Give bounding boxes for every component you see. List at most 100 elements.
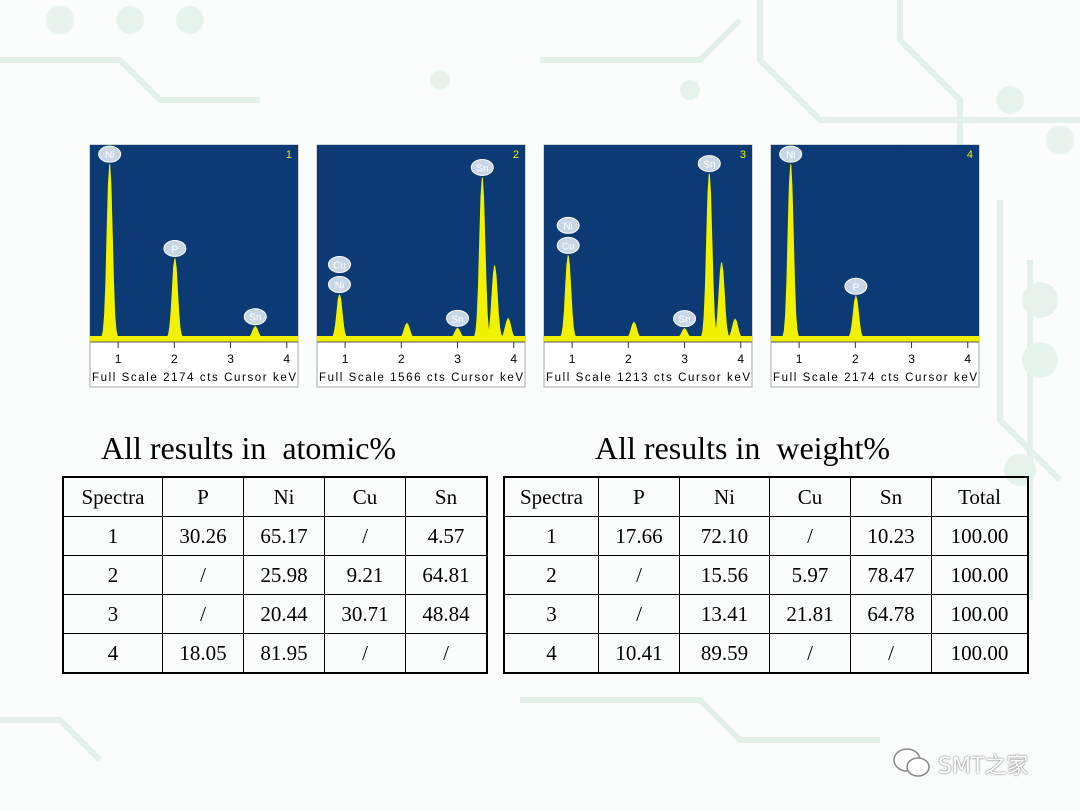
baseline — [90, 336, 298, 342]
table-cell: 4.57 — [405, 516, 488, 556]
table-row: 3/13.41 21.81 64.78 100.00 — [503, 594, 1029, 634]
table-cell: 1 — [503, 516, 599, 556]
weight-table: Spectra P Ni Cu Sn Total 1 17.66 72.10/10.23 100.… — [503, 476, 1029, 674]
table-cell: 18.05 — [162, 633, 244, 674]
x-tick-label: 1 — [342, 352, 349, 366]
table-cell: 21.81 — [769, 594, 851, 634]
x-tick-label: 3 — [908, 352, 915, 366]
spectra: Ni P Sn 1 1 2 3 4 Full Scale 2174 cts Cursor keV… — [89, 144, 980, 388]
table-cell: 10.23 — [850, 516, 932, 556]
header-cell: Spectra — [62, 476, 163, 517]
peak-label-badge — [697, 155, 721, 173]
peak-label-badge — [556, 236, 580, 254]
peak — [498, 317, 519, 339]
spectrum-number: 3 — [740, 149, 746, 161]
table-title: All results in weight% — [595, 430, 891, 466]
header-cell: Sn — [405, 476, 488, 517]
peak — [164, 258, 186, 339]
table-row: 1 30.26 65.17/4.57 — [62, 516, 488, 556]
table-row: 3/20.44 30.71 48.84 — [62, 594, 488, 634]
x-tick-label: 4 — [737, 352, 744, 366]
x-tick-label: 1 — [115, 352, 122, 366]
peak — [674, 328, 695, 339]
table-cell: 78.47 — [850, 555, 932, 595]
spectrum-number: 2 — [513, 149, 519, 161]
x-tick-label: 1 — [569, 352, 576, 366]
peak-label-badge — [779, 145, 803, 163]
peak — [558, 255, 579, 339]
peak-label-badge — [327, 256, 351, 274]
peak-label-badge — [327, 276, 351, 294]
table-cell: / — [598, 555, 680, 595]
table-cell: 9.21 — [324, 555, 406, 595]
table-cell: 72.10 — [679, 516, 770, 556]
peak-label-badge — [673, 310, 697, 328]
spectrum-footer: Full Scale 2174 cts Cursor keV — [773, 372, 977, 384]
peak-label: Ni — [786, 150, 795, 161]
plot-area — [90, 145, 298, 342]
header-cell: Total — [931, 476, 1029, 517]
header-cell: P — [598, 476, 680, 517]
peak-label-badge — [844, 277, 868, 295]
peak-label-badge — [243, 308, 267, 326]
table-cell: / — [162, 555, 244, 595]
peak — [845, 294, 867, 339]
table-cell: 15.56 — [679, 555, 770, 595]
table-cell: 25.98 — [243, 555, 325, 595]
header-cell: Spectra — [503, 476, 599, 517]
baseline — [771, 336, 979, 342]
table-cell: 48.84 — [405, 594, 488, 634]
peak — [780, 164, 801, 339]
table-cell: / — [769, 516, 851, 556]
table-cell: / — [850, 633, 932, 674]
peak — [99, 164, 120, 339]
table-title: All results in atomic% — [101, 430, 397, 466]
x-tick-label: 2 — [398, 352, 405, 366]
table-cell: 64.78 — [850, 594, 932, 634]
table-row: 4 18.05 81.95// — [62, 633, 488, 674]
peak-label: P — [853, 282, 860, 293]
watermark: SMT之家 — [938, 754, 1029, 779]
spectrum-footer: Full Scale 2174 cts Cursor keV — [92, 372, 296, 384]
table-cell: 4 — [62, 633, 163, 674]
x-tick-label: 4 — [510, 352, 517, 366]
atomic-table: Spectra P Ni Cu Sn 1 30.26 65.17/4.57 2/25.98 9.2… — [62, 476, 488, 674]
table-cell: / — [162, 594, 244, 634]
table-cell: 13.41 — [679, 594, 770, 634]
table-cell: 100.00 — [931, 555, 1029, 595]
table-cell: 3 — [503, 594, 599, 634]
table-cell: 64.81 — [405, 555, 488, 595]
plot-area — [317, 145, 525, 342]
peak-label-badge — [98, 145, 122, 163]
table-cell: 89.59 — [679, 633, 770, 674]
header-cell: Cu — [324, 476, 406, 517]
x-tick-label: 1 — [796, 352, 803, 366]
table-row: 4 10.41 89.59//100.00 — [503, 633, 1029, 674]
x-tick-label: 2 — [625, 352, 632, 366]
table-cell: / — [769, 633, 851, 674]
table-cell: / — [324, 516, 406, 556]
table-cell: 30.71 — [324, 594, 406, 634]
table-cell: / — [598, 594, 680, 634]
peak-label: Ni — [335, 281, 344, 292]
table-cell: 100.00 — [931, 633, 1029, 674]
table-cell: 3 — [62, 594, 163, 634]
header-cell: Ni — [679, 476, 770, 517]
wechat-icon — [893, 748, 930, 777]
header-cell: Sn — [850, 476, 932, 517]
table-cell: 5.97 — [769, 555, 851, 595]
x-tick-label: 3 — [227, 352, 234, 366]
x-tick-label: 4 — [964, 352, 971, 366]
spectrum-panel: Cu Ni Sn Sn 2 1 2 3 4 Full Scale 1566 cts Cursor … — [316, 144, 526, 388]
spectrum-footer: Full Scale 1566 cts Cursor keV — [319, 372, 523, 384]
spectrum-number: 4 — [967, 149, 973, 161]
table-row: Spectra P Ni Cu Sn — [62, 476, 488, 517]
circuit-lines — [0, 0, 1080, 763]
peak-label-badge — [470, 158, 494, 176]
peak-label: Ni — [105, 150, 114, 161]
peak-label-badge — [163, 239, 187, 257]
peak-label: Sn — [451, 314, 463, 325]
table-cell: 10.41 — [598, 633, 680, 674]
peak-label-badge — [446, 309, 470, 327]
